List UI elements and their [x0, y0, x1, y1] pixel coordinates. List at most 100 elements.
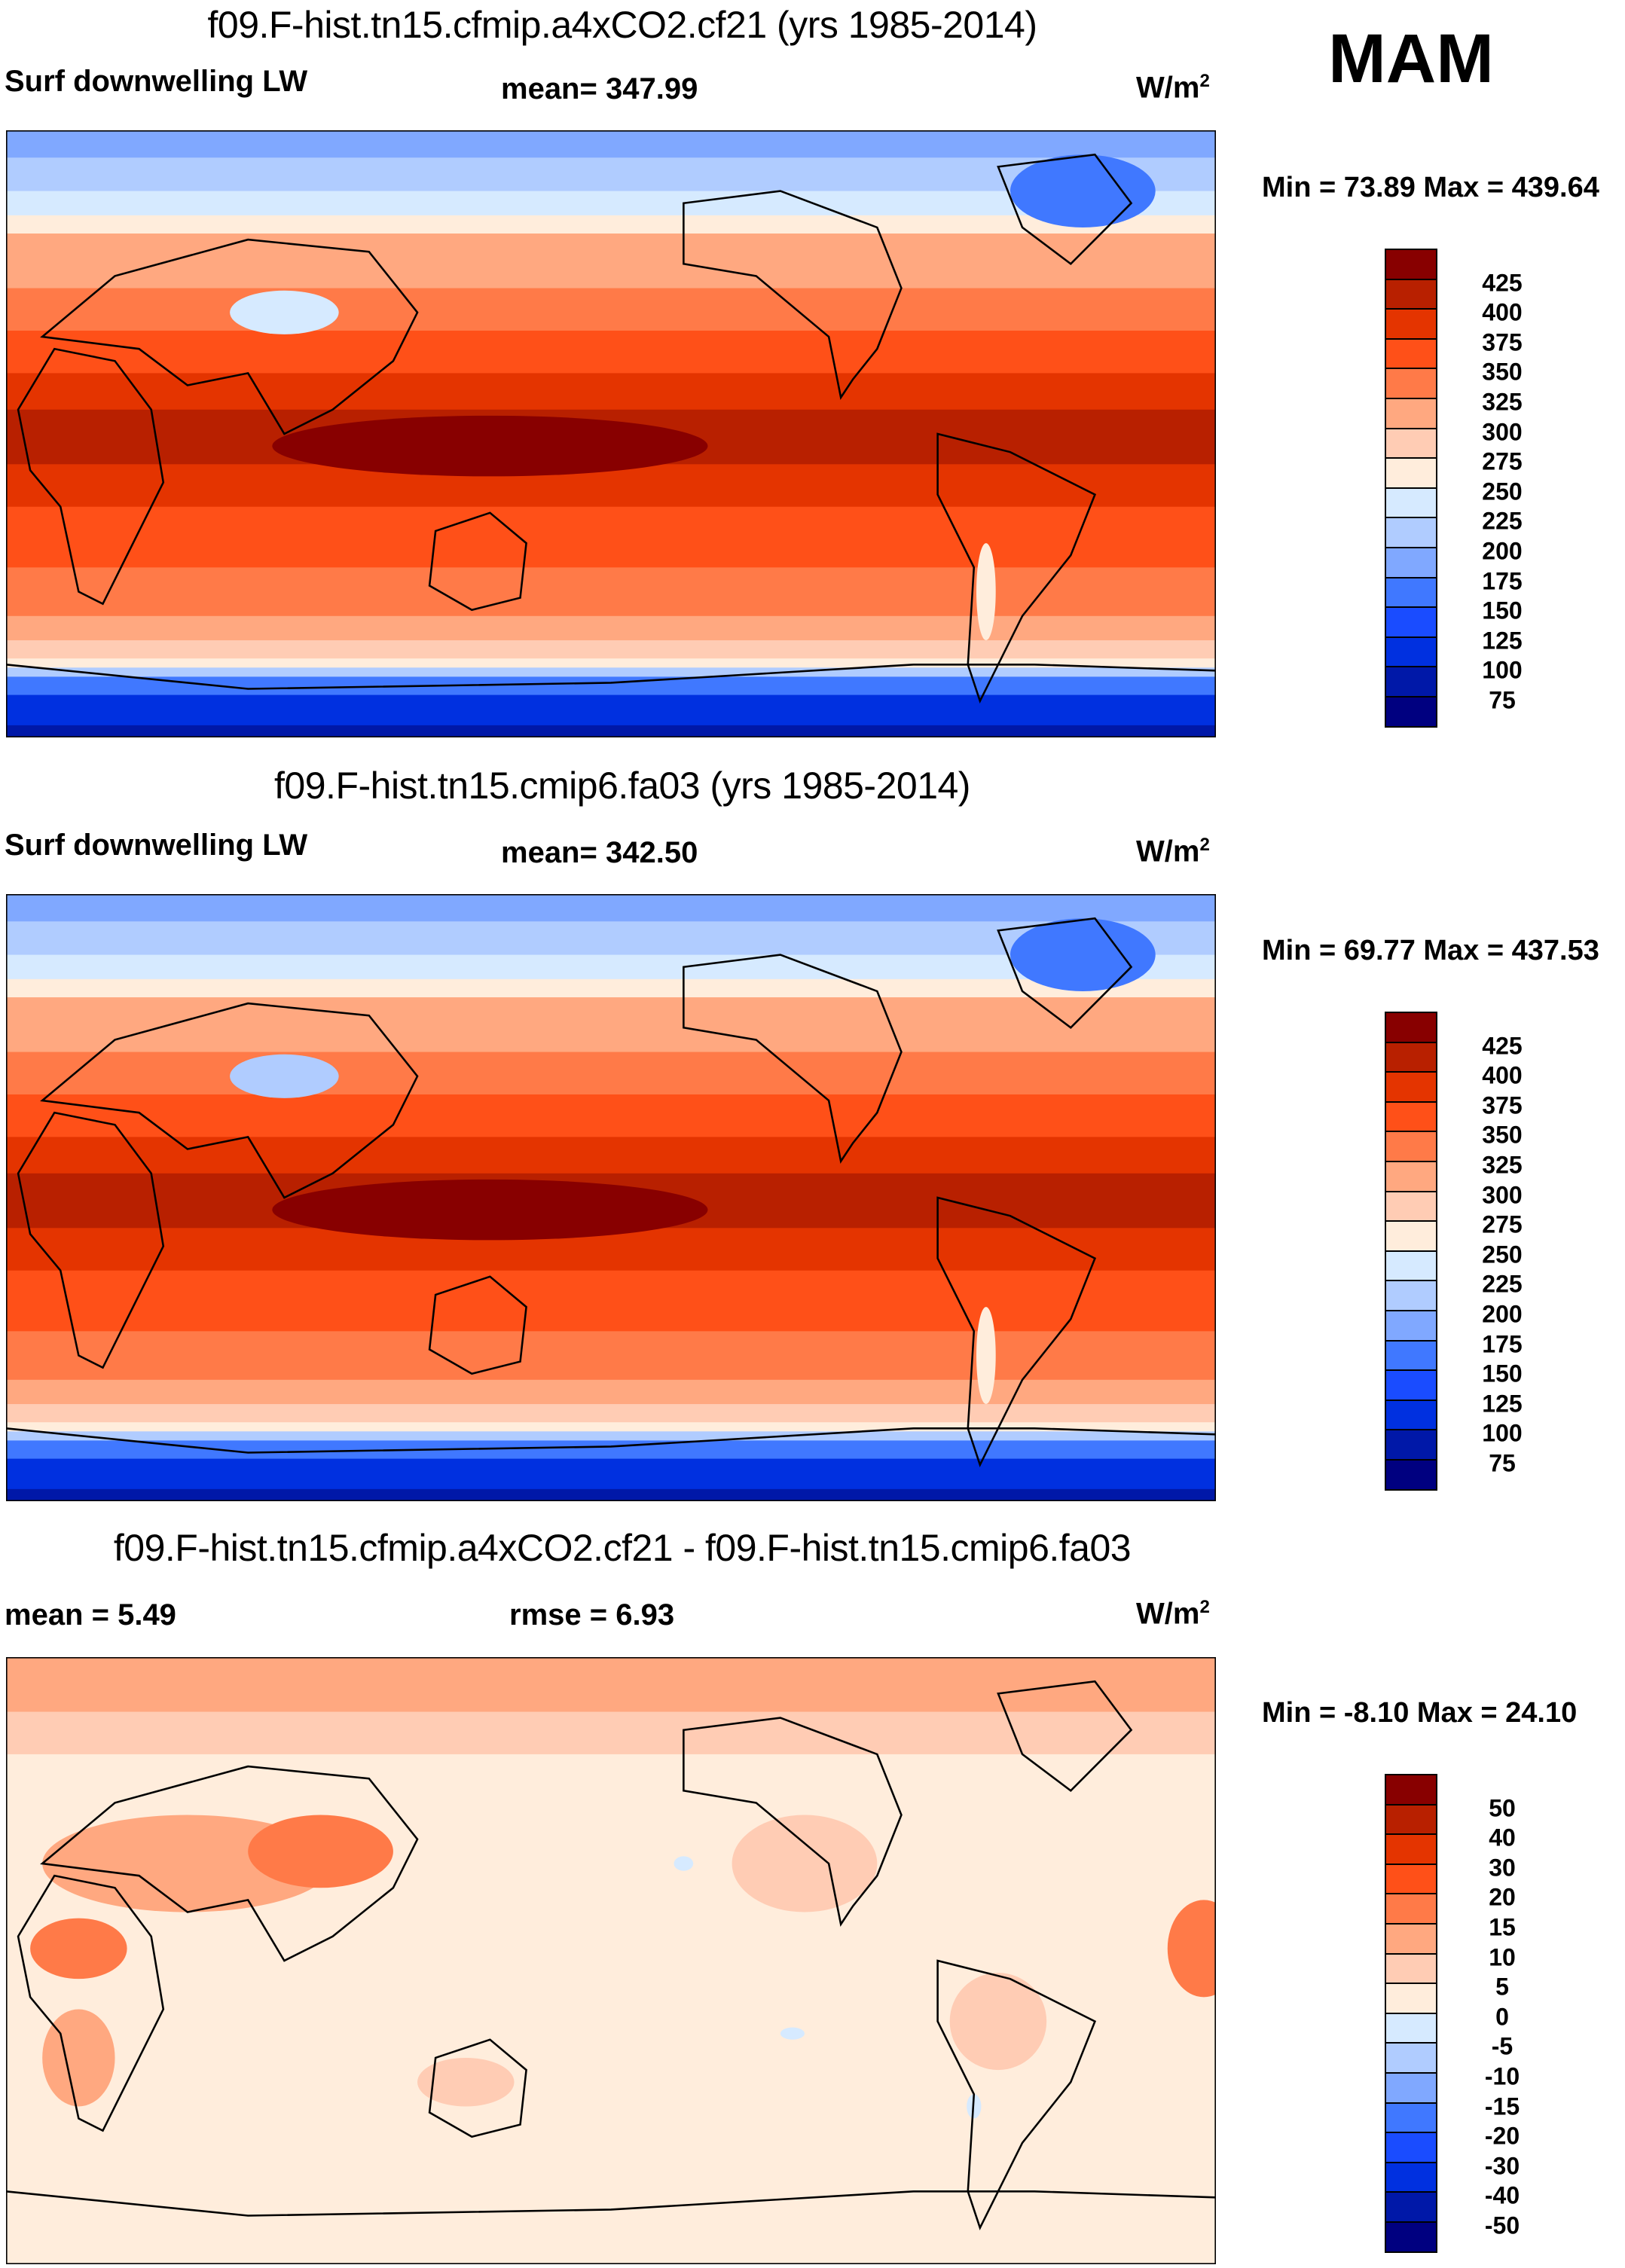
contour-band [6, 658, 1216, 669]
colorbar-box [1385, 1250, 1437, 1281]
contour-band [6, 288, 1216, 331]
colorbar-box [1385, 1863, 1437, 1894]
andes-low-region [976, 1307, 996, 1405]
tibet-low-region [230, 290, 339, 334]
contour-band [6, 1270, 1216, 1332]
season-label: MAM [1328, 20, 1494, 97]
colorbar-tick-label: 225 [1482, 507, 1523, 535]
coastline [40, 1002, 419, 1199]
coastline [6, 1427, 1216, 1454]
coastline [997, 153, 1133, 266]
coastline [40, 1765, 419, 1962]
colorbar-box [1385, 278, 1437, 309]
contour-band [6, 667, 1216, 678]
colorbar-box [1385, 695, 1437, 728]
contour-band [6, 978, 1216, 998]
colorbar-tick-label: 50 [1489, 1794, 1516, 1822]
colorbar-box [1385, 2191, 1437, 2221]
contour-band [6, 1431, 1216, 1442]
coastline [683, 190, 903, 400]
colorbar-box [1385, 1071, 1437, 1101]
colorbar-box [1385, 1833, 1437, 1864]
contour-band [6, 1228, 1216, 1271]
colorbar-box [1385, 1458, 1437, 1491]
panel-2-mean: mean= 342.50 [501, 836, 698, 869]
contour-band [6, 1458, 1216, 1490]
colorbar-box [1385, 1339, 1437, 1370]
colorbar-box [1385, 2012, 1437, 2043]
colorbar-tick-label: 300 [1482, 418, 1523, 446]
colorbar-box [1385, 517, 1437, 547]
colorbar-tick-label: 250 [1482, 478, 1523, 505]
coastline [17, 347, 165, 606]
colorbar-box [1385, 1774, 1437, 1804]
colorbar-tick-label: 175 [1482, 1330, 1523, 1358]
colorbar-box [1385, 666, 1437, 696]
colorbar-tick-label: 200 [1482, 1300, 1523, 1328]
panel-3-mean: mean = 5.49 [5, 1598, 176, 1632]
colorbar-tick-label: 100 [1482, 656, 1523, 684]
colorbar-box [1385, 1983, 1437, 2013]
colorbar-box [1385, 2132, 1437, 2162]
tibet-low-region [230, 1054, 339, 1098]
contour-band [6, 464, 1216, 508]
colorbar-box [1385, 1922, 1437, 1953]
colorbar-box [1385, 2221, 1437, 2253]
panel-2-title: f09.F-hist.tn15.cmip6.fa03 (yrs 1985-201… [274, 765, 970, 807]
colorbar-box [1385, 576, 1437, 607]
panel-3-rmse: rmse = 6.93 [509, 1598, 675, 1632]
panel-1-map [6, 130, 1216, 737]
colorbar-tick-label: -30 [1484, 2152, 1520, 2180]
colorbar-box [1385, 1429, 1437, 1459]
contour-band [6, 1094, 1216, 1138]
coastline [428, 1275, 527, 1375]
contour-band [6, 1137, 1216, 1174]
coastline [17, 1874, 165, 2132]
negative-anomaly-region [780, 2027, 805, 2040]
colorbar-tick-label: 175 [1482, 567, 1523, 595]
anomaly-region [1167, 1900, 1216, 1998]
greenland-low-region [1010, 918, 1156, 991]
coastline [428, 511, 527, 612]
colorbar-tick-label: 400 [1482, 298, 1523, 326]
colorbar-box [1385, 308, 1437, 338]
colorbar-tick-label: -5 [1491, 2032, 1514, 2060]
panel-3-colorbar [1385, 1774, 1437, 2253]
contour-band [6, 1404, 1216, 1424]
contour-band [6, 1488, 1216, 1501]
coastline [997, 1680, 1133, 1793]
colorbar-box [1385, 1280, 1437, 1310]
coastline [683, 1717, 903, 1927]
contour-band [6, 725, 1216, 737]
colorbar-tick-label: 125 [1482, 627, 1523, 655]
colorbar-tick-label: 300 [1482, 1181, 1523, 1209]
colorbar-box [1385, 546, 1437, 577]
colorbar-box [1385, 606, 1437, 636]
colorbar-box [1385, 636, 1437, 667]
colorbar-tick-label: -10 [1484, 2062, 1520, 2090]
coastline [17, 1111, 165, 1369]
colorbar-tick-label: 100 [1482, 1419, 1523, 1447]
colorbar-box [1385, 2071, 1437, 2102]
colorbar-box [1385, 1399, 1437, 1430]
panel-1-variable: Surf downwelling LW [5, 65, 308, 98]
warm-pool-region [272, 415, 708, 477]
colorbar-box [1385, 1893, 1437, 1923]
anomaly-region [949, 1973, 1047, 2071]
colorbar-tick-label: 275 [1482, 447, 1523, 475]
coastline [936, 1196, 1097, 1468]
colorbar-box [1385, 337, 1437, 368]
panel-1-mean: mean= 347.99 [501, 72, 698, 105]
colorbar-box [1385, 1012, 1437, 1042]
colorbar-tick-label: -15 [1484, 2092, 1520, 2120]
colorbar-tick-label: 30 [1489, 1854, 1516, 1882]
colorbar-tick-label: 325 [1482, 1151, 1523, 1179]
contour-band [6, 1657, 1216, 1713]
colorbar-box [1385, 2161, 1437, 2192]
panel-1-minmax: Min = 73.89 Max = 439.64 [1262, 172, 1599, 203]
colorbar-tick-label: 425 [1482, 269, 1523, 297]
colorbar-box [1385, 1190, 1437, 1221]
anomaly-region [248, 1815, 393, 1888]
contour-band [6, 234, 1216, 289]
greenland-low-region [1010, 154, 1156, 227]
